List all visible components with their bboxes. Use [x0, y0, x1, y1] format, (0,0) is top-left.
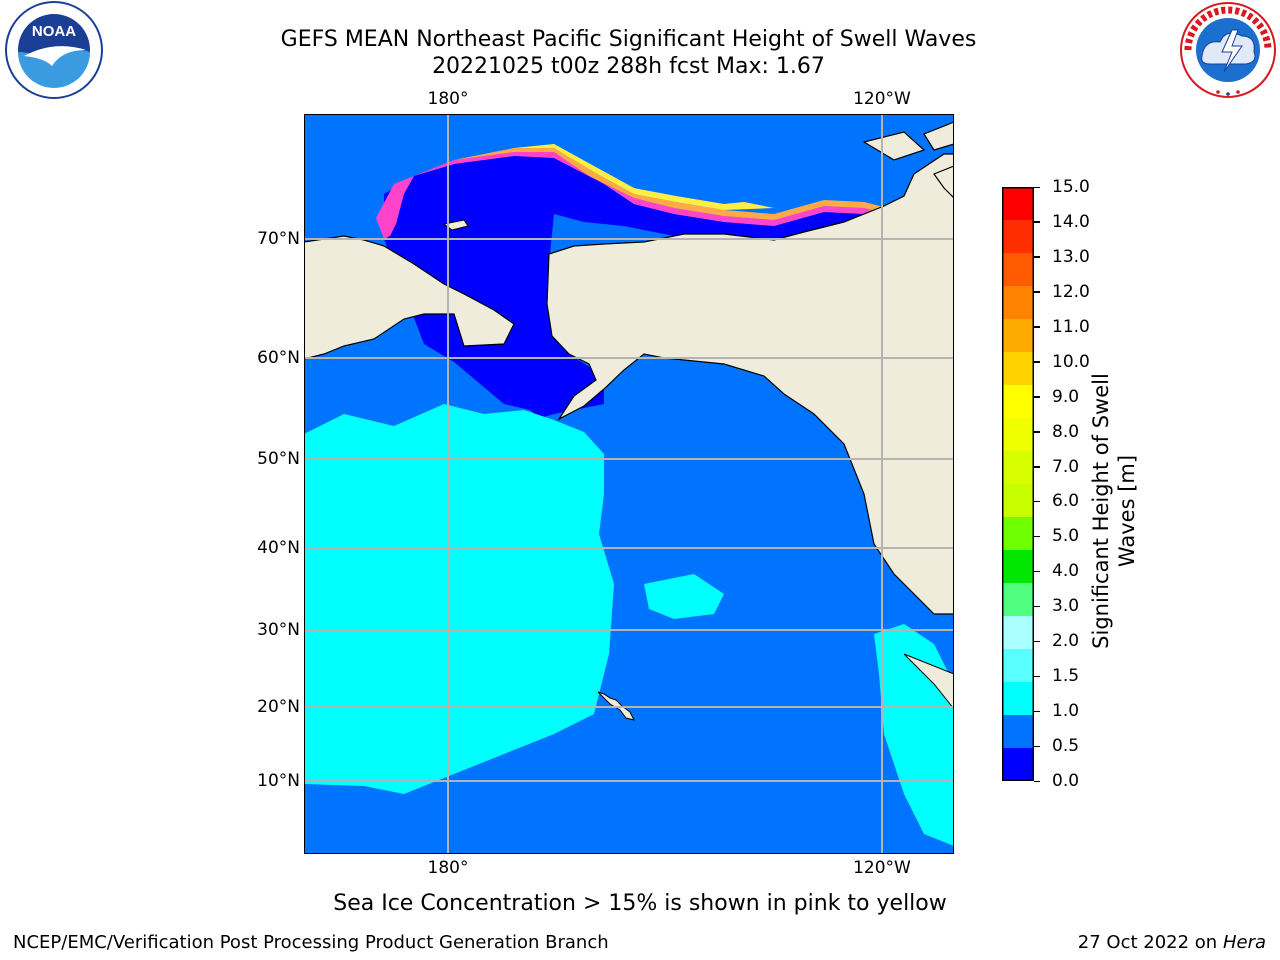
colorbar-tick-mark — [1034, 500, 1040, 503]
colorbar-tick-label: 12.0 — [1052, 281, 1090, 302]
colorbar-tick-mark — [1034, 605, 1040, 608]
lon-label-top-180: 180° — [427, 89, 469, 109]
colorbar-tick-label: 5.0 — [1052, 526, 1080, 547]
colorbar-swatch — [1002, 451, 1034, 485]
sea-ice-outer — [514, 144, 774, 210]
colorbar-tick-label: 2.0 — [1052, 631, 1080, 652]
colorbar-tick-mark — [1034, 291, 1040, 293]
colorbar-swatch — [1002, 748, 1034, 781]
colorbar-tick-label: 4.0 — [1052, 561, 1080, 582]
colorbar-tick-mark — [1034, 431, 1040, 433]
colorbar-swatch — [1002, 385, 1034, 419]
colorbar-tick-mark — [1034, 745, 1040, 748]
colorbar-tick-mark — [1034, 466, 1040, 468]
colorbar — [1002, 187, 1034, 781]
lon-label-bottom-180: 180° — [427, 858, 469, 878]
colorbar-tick-mark — [1034, 396, 1040, 398]
map-panel — [304, 114, 954, 854]
colorbar-tick-label: 11.0 — [1052, 316, 1090, 337]
lat-label-40n: 40°N — [257, 538, 300, 558]
footer-date: 27 Oct 2022 on Hera — [1078, 932, 1266, 953]
lat-label-30n: 30°N — [257, 620, 300, 640]
colorbar-swatch — [1002, 484, 1034, 518]
colorbar-tick-mark — [1034, 186, 1040, 188]
sea-ice-edge-west — [376, 176, 414, 239]
colorbar-label: Significant Height of Swell Waves [m] — [1089, 373, 1139, 649]
colorbar-swatch — [1002, 715, 1034, 749]
lat-label-70n: 70°N — [257, 229, 300, 249]
colorbar-tick-label: 7.0 — [1052, 456, 1080, 477]
colorbar-tick-mark — [1034, 570, 1040, 573]
colorbar-tick-mark — [1034, 221, 1040, 223]
central-pacific-high-swell — [304, 404, 614, 794]
map-gridlines — [304, 114, 954, 854]
colorbar-tick-label: 6.0 — [1052, 491, 1080, 512]
colorbar-swatch — [1002, 649, 1034, 683]
colorbar-tick-label: 10.0 — [1052, 351, 1090, 372]
colorbar-tick-mark — [1034, 361, 1040, 363]
colorbar-tick-mark — [1034, 535, 1040, 538]
colorbar-tick-label: 0.0 — [1052, 771, 1080, 791]
colorbar-tick-mark — [1034, 640, 1040, 643]
colorbar-tick-mark — [1034, 780, 1040, 782]
colorbar-swatch — [1002, 616, 1034, 650]
lat-label-20n: 20°N — [257, 697, 300, 717]
land-mexico — [903, 653, 954, 710]
colorbar-tick-label: 1.0 — [1052, 701, 1080, 722]
colorbar-swatch — [1002, 187, 1034, 221]
footer-date-text: 27 Oct 2022 on — [1077, 932, 1218, 953]
land-st-lawrence — [442, 219, 469, 231]
land-alaska-canada — [546, 153, 954, 615]
lat-label-60n: 60°N — [257, 348, 300, 368]
arctic-low-swell — [384, 154, 954, 418]
sea-ice-caption: Sea Ice Concentration > 15% is shown in … — [333, 891, 947, 916]
colorbar-swatch — [1002, 583, 1034, 617]
lon-label-bottom-120w: 120°W — [853, 858, 911, 878]
lat-label-10n: 10°N — [257, 771, 300, 791]
colorbar-tick-label: 9.0 — [1052, 386, 1080, 407]
colorbar-swatch — [1002, 286, 1034, 320]
land-arctic-islands — [862, 121, 954, 199]
map-subtitle: 20221025 t00z 288h fcst Max: 1.67 — [432, 54, 825, 79]
colorbar-tick-label: 3.0 — [1052, 596, 1080, 617]
colorbar-tick-label: 14.0 — [1052, 211, 1090, 232]
colorbar-swatch — [1002, 517, 1034, 551]
sea-ice-fringe — [454, 148, 954, 228]
colorbar-tick-mark — [1034, 256, 1040, 258]
noaa-logo: NOAA — [5, 1, 103, 99]
colorbar-tick-label: 15.0 — [1052, 177, 1090, 197]
colorbar-tick-mark — [1034, 326, 1040, 328]
colorbar-swatch — [1002, 352, 1034, 386]
land-siberia — [304, 235, 515, 360]
footer-host: Hera — [1222, 932, 1266, 953]
colorbar-tick-mark — [1034, 710, 1040, 713]
colorbar-swatch — [1002, 550, 1034, 584]
colorbar-tick-label: 13.0 — [1052, 246, 1090, 267]
colorbar-frame — [1002, 187, 1034, 781]
colorbar-swatch — [1002, 220, 1034, 254]
lat-label-50n: 50°N — [257, 449, 300, 469]
nws-logo — [1180, 2, 1276, 98]
colorbar-swatch — [1002, 319, 1034, 353]
map-title: GEFS MEAN Northeast Pacific Significant … — [280, 27, 977, 52]
colorbar-swatch — [1002, 418, 1034, 452]
colorbar-swatch — [1002, 253, 1034, 287]
noaa-logo-text: NOAA — [32, 23, 76, 40]
colorbar-tick-label: 0.5 — [1052, 736, 1080, 757]
colorbar-tick-label: 8.0 — [1052, 421, 1080, 442]
footer-credit: NCEP/EMC/Verification Post Processing Pr… — [13, 932, 609, 953]
colorbar-tick-label: 1.5 — [1052, 666, 1080, 687]
lon-label-top-120w: 120°W — [853, 89, 911, 109]
sea-ice-edge-north — [414, 150, 954, 236]
colorbar-swatch — [1002, 682, 1034, 716]
colorbar-tick-mark — [1034, 675, 1040, 678]
east-pacific-patch — [644, 574, 724, 619]
